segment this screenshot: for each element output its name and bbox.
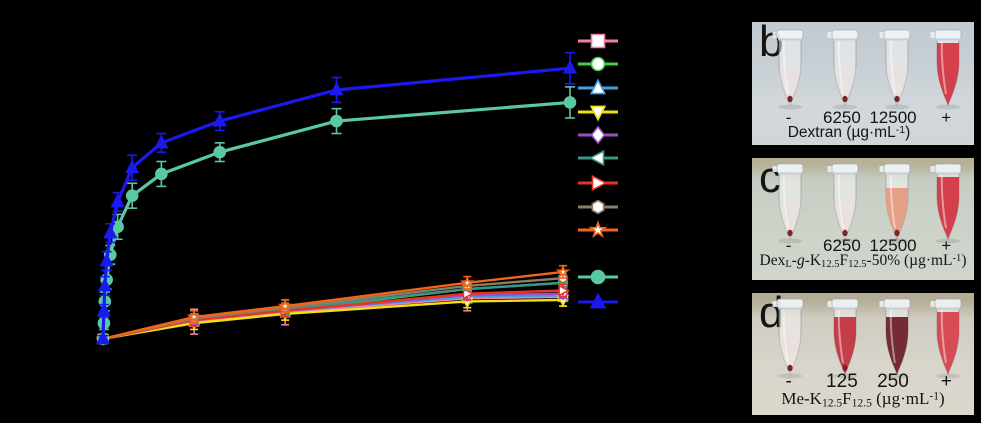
tube-labels-d: - 125 250 + xyxy=(752,371,974,392)
tube-label-dose2: 12500 xyxy=(869,108,917,127)
tube-row-b xyxy=(772,29,962,110)
tube xyxy=(879,298,911,379)
legend-entry-0 xyxy=(578,33,618,49)
photo-d: d - 125 250 + Me-K12.5F12.5 (µg·mL-1) xyxy=(752,293,974,415)
panel-caption-c: DexL-g-K12.5F12.5-50% (µg·mL-1) xyxy=(759,252,967,271)
tube-label-dose2: 12500 xyxy=(869,236,917,255)
tube-row-c xyxy=(772,163,962,244)
tube xyxy=(930,298,962,379)
legend-entry-4 xyxy=(578,125,618,145)
panel-caption-d: Me-K12.5F12.5 (µg·mL-1) xyxy=(781,389,945,410)
legend-entry-7 xyxy=(578,199,618,215)
tube-label-dose2: 250 xyxy=(877,371,909,392)
tube-label-dose1: 125 xyxy=(826,371,858,392)
tube-label-positive: + xyxy=(941,236,952,255)
tube xyxy=(772,163,804,244)
legend-entry-1 xyxy=(578,56,618,72)
tube xyxy=(930,29,962,110)
legend-entry-2 xyxy=(578,78,618,95)
legend-entry-8 xyxy=(578,220,618,239)
tube xyxy=(879,29,911,110)
tube-label-positive: + xyxy=(941,108,952,127)
tube-row-d xyxy=(772,298,962,379)
series-red-open-triangle-right xyxy=(98,283,571,345)
panel-caption-b: Dextran (µg·mL-1) xyxy=(787,124,911,142)
tube-labels-c: - 6250 12500 + xyxy=(752,236,974,256)
tube xyxy=(772,29,804,110)
tube xyxy=(827,298,859,379)
photo-panel-d: d - 125 250 + Me-K12.5F12.5 (µg·mL-1) xyxy=(752,293,974,415)
series-blue-filled-triangle xyxy=(95,51,578,345)
tube xyxy=(930,163,962,244)
series-seafoam-filled-circle xyxy=(96,86,577,346)
legend-entry-6 xyxy=(578,174,618,192)
tube-labels-b: - 6250 12500 + xyxy=(752,108,974,128)
legend-entry-3 xyxy=(578,105,618,122)
photo-b: b - 6250 12500 + Dextran (µg·mL-1) xyxy=(752,22,974,145)
photo-c: c - 6250 12500 + DexL-g-K12.5F12.5-50% (… xyxy=(752,158,974,280)
tube-label-dose1: 6250 xyxy=(822,236,861,255)
tube xyxy=(772,298,804,379)
tube xyxy=(827,163,859,244)
tube-label-negative: - xyxy=(785,108,792,127)
tube xyxy=(879,163,911,244)
legend-entry-10 xyxy=(578,292,618,309)
legend-entry-9 xyxy=(578,269,618,285)
photo-panel-c: c - 6250 12500 + DexL-g-K12.5F12.5-50% (… xyxy=(752,158,974,280)
tube xyxy=(827,29,859,110)
tube-label-dose1: 6250 xyxy=(822,108,861,127)
tube-label-negative: - xyxy=(785,371,792,392)
legend-entry-5 xyxy=(578,149,618,167)
tube-label-negative: - xyxy=(785,236,792,255)
hemolysis-chart xyxy=(95,33,618,346)
tube-label-positive: + xyxy=(940,371,952,392)
photo-panel-b: b - 6250 12500 + Dextran (µg·mL-1) xyxy=(752,22,974,145)
